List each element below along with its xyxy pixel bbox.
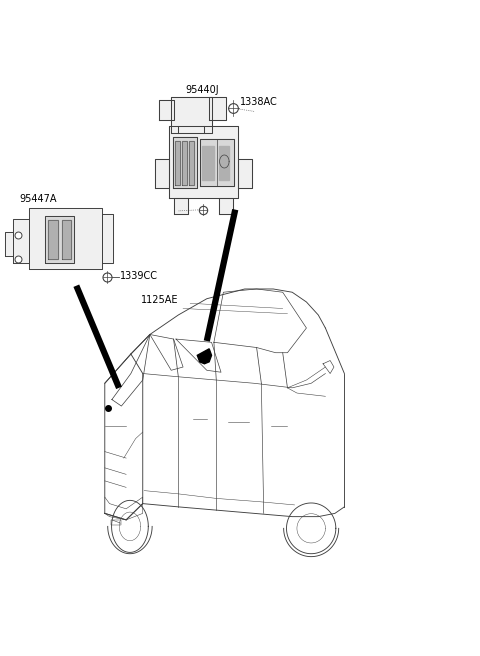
Text: 95447A: 95447A: [19, 194, 57, 205]
Bar: [111, 520, 121, 525]
Polygon shape: [102, 214, 113, 263]
Polygon shape: [171, 97, 212, 133]
Polygon shape: [200, 139, 234, 186]
Polygon shape: [219, 198, 233, 214]
Text: 1339CC: 1339CC: [120, 271, 158, 281]
Polygon shape: [5, 232, 13, 256]
Polygon shape: [29, 208, 102, 270]
Polygon shape: [189, 140, 194, 185]
Polygon shape: [182, 140, 187, 185]
Polygon shape: [197, 349, 212, 364]
Polygon shape: [174, 198, 188, 214]
Polygon shape: [46, 216, 74, 263]
Polygon shape: [238, 159, 252, 188]
Polygon shape: [155, 159, 169, 188]
Polygon shape: [175, 140, 180, 185]
Polygon shape: [13, 218, 29, 263]
Polygon shape: [173, 137, 197, 188]
Polygon shape: [209, 97, 226, 120]
Polygon shape: [48, 220, 58, 259]
Text: 1125AE: 1125AE: [141, 295, 179, 305]
Polygon shape: [61, 220, 71, 259]
Polygon shape: [219, 146, 229, 180]
Text: 1338AC: 1338AC: [240, 97, 278, 107]
Polygon shape: [202, 146, 214, 180]
Polygon shape: [169, 127, 238, 198]
Text: 95440J: 95440J: [185, 85, 219, 95]
Polygon shape: [159, 100, 174, 120]
